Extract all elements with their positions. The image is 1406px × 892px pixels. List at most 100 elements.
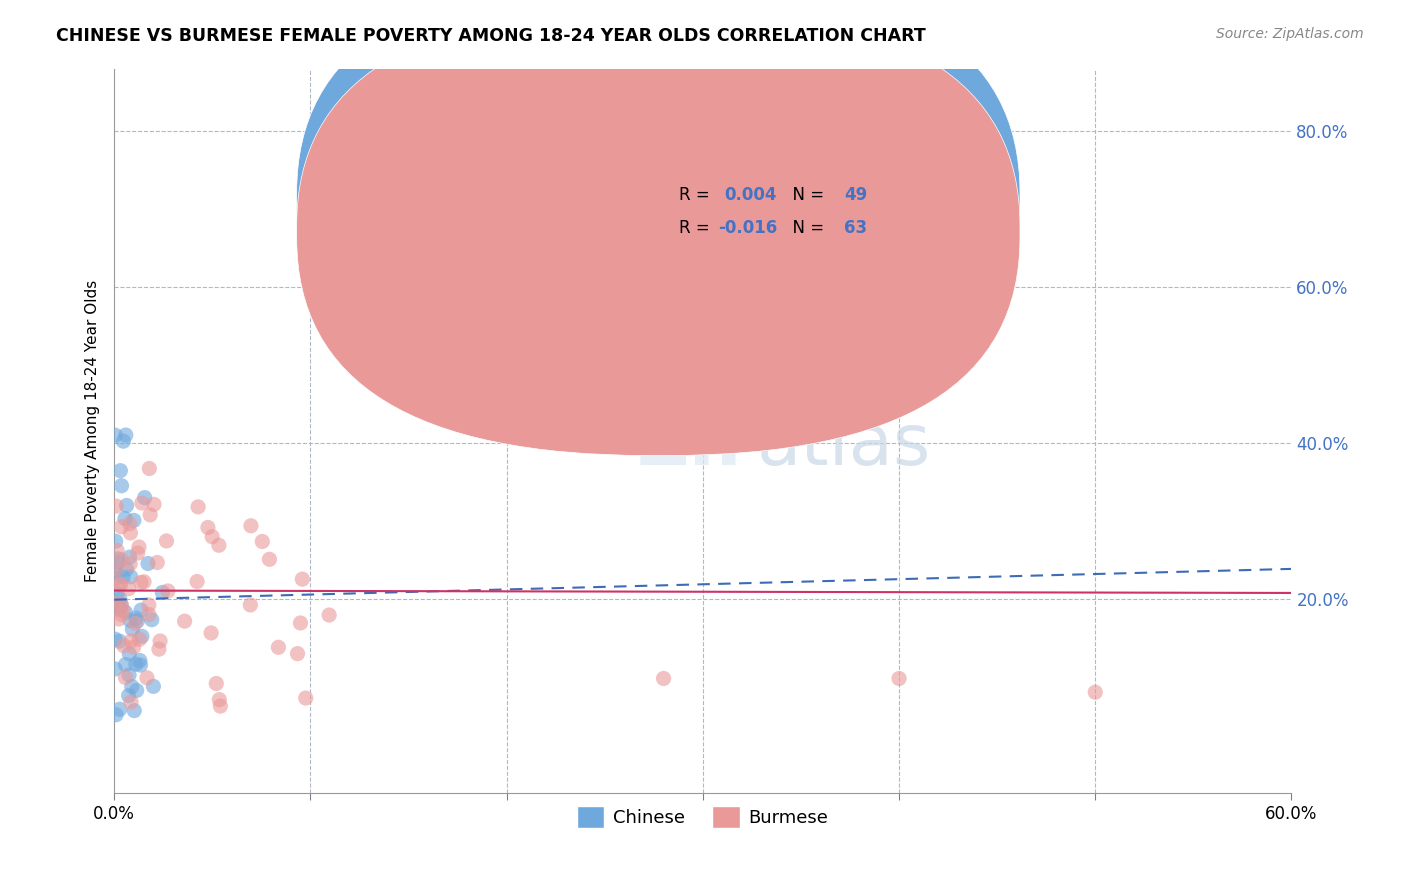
Burmese — [146, 556, 169, 570]
Chinese — [131, 629, 153, 643]
Burmese — [239, 598, 262, 612]
Burmese — [124, 616, 146, 631]
Burmese — [105, 499, 128, 513]
Chinese — [129, 603, 152, 617]
Burmese — [149, 634, 172, 648]
Chinese — [105, 571, 128, 585]
Burmese — [118, 582, 141, 596]
Burmese — [118, 516, 141, 531]
Chinese — [150, 585, 173, 599]
Chinese — [128, 653, 150, 667]
Burmese — [156, 584, 179, 599]
Chinese — [104, 565, 127, 579]
FancyBboxPatch shape — [633, 170, 879, 260]
Burmese — [131, 496, 153, 510]
Burmese — [294, 691, 316, 706]
Burmese — [318, 608, 340, 623]
Burmese — [128, 632, 150, 647]
Chinese — [108, 634, 131, 648]
Burmese — [138, 598, 160, 612]
Chinese — [110, 601, 132, 615]
Burmese — [209, 699, 232, 714]
Chinese — [141, 613, 163, 627]
Burmese — [111, 553, 134, 567]
Burmese — [136, 671, 159, 685]
Burmese — [120, 557, 142, 571]
Burmese — [127, 546, 149, 560]
Chinese — [115, 562, 138, 576]
Chinese — [117, 689, 139, 703]
Burmese — [187, 500, 209, 514]
Burmese — [105, 543, 128, 558]
Chinese — [122, 513, 145, 527]
Burmese — [252, 534, 274, 549]
Chinese — [118, 613, 141, 627]
Burmese — [155, 533, 177, 548]
Chinese — [112, 434, 135, 449]
Chinese — [121, 622, 143, 636]
Chinese — [104, 662, 127, 676]
Text: CHINESE VS BURMESE FEMALE POVERTY AMONG 18-24 YEAR OLDS CORRELATION CHART: CHINESE VS BURMESE FEMALE POVERTY AMONG … — [56, 27, 927, 45]
Chinese — [115, 499, 138, 513]
Burmese — [110, 578, 132, 592]
Text: R =: R = — [679, 186, 716, 204]
Burmese — [114, 670, 136, 684]
Chinese — [104, 428, 127, 442]
Burmese — [1084, 685, 1107, 699]
Burmese — [138, 607, 160, 622]
Chinese — [121, 680, 143, 694]
Chinese — [110, 464, 132, 478]
Chinese — [114, 511, 136, 525]
Burmese — [112, 639, 135, 653]
Chinese — [105, 586, 128, 600]
Chinese — [118, 668, 141, 682]
Burmese — [111, 603, 134, 617]
Burmese — [197, 520, 219, 534]
Chinese — [107, 602, 129, 616]
Chinese — [108, 702, 131, 716]
Burmese — [120, 526, 142, 541]
Chinese — [110, 598, 132, 612]
Chinese — [125, 611, 148, 625]
Text: 0.004: 0.004 — [724, 186, 776, 204]
Chinese — [125, 657, 148, 672]
Chinese — [127, 614, 149, 628]
Burmese — [105, 563, 128, 577]
Burmese — [652, 672, 675, 686]
Burmese — [186, 574, 208, 589]
Chinese — [107, 551, 129, 566]
Burmese — [291, 572, 314, 586]
Burmese — [129, 575, 152, 590]
Chinese — [134, 491, 156, 505]
Chinese — [136, 557, 159, 571]
Burmese — [887, 672, 910, 686]
Chinese — [118, 647, 141, 661]
Burmese — [132, 574, 155, 589]
Chinese — [112, 570, 135, 584]
Burmese — [287, 647, 309, 661]
Chinese — [114, 428, 136, 442]
Chinese — [114, 657, 136, 672]
Burmese — [652, 218, 675, 232]
Chinese — [105, 707, 128, 722]
Text: N =: N = — [782, 186, 830, 204]
Burmese — [205, 676, 228, 690]
Burmese — [259, 552, 281, 566]
Burmese — [290, 615, 312, 630]
Chinese — [120, 570, 142, 584]
Burmese — [208, 538, 231, 552]
Burmese — [143, 497, 166, 511]
Burmese — [110, 607, 132, 622]
Text: R =: R = — [679, 219, 716, 237]
Chinese — [104, 632, 127, 647]
Chinese — [110, 479, 132, 493]
Text: 49: 49 — [844, 186, 868, 204]
Burmese — [110, 519, 132, 533]
Chinese — [125, 683, 148, 698]
Burmese — [173, 614, 195, 628]
Text: atlas: atlas — [756, 411, 931, 480]
Burmese — [120, 633, 142, 648]
Burmese — [122, 640, 145, 654]
Text: 63: 63 — [844, 219, 868, 237]
Burmese — [139, 508, 162, 522]
